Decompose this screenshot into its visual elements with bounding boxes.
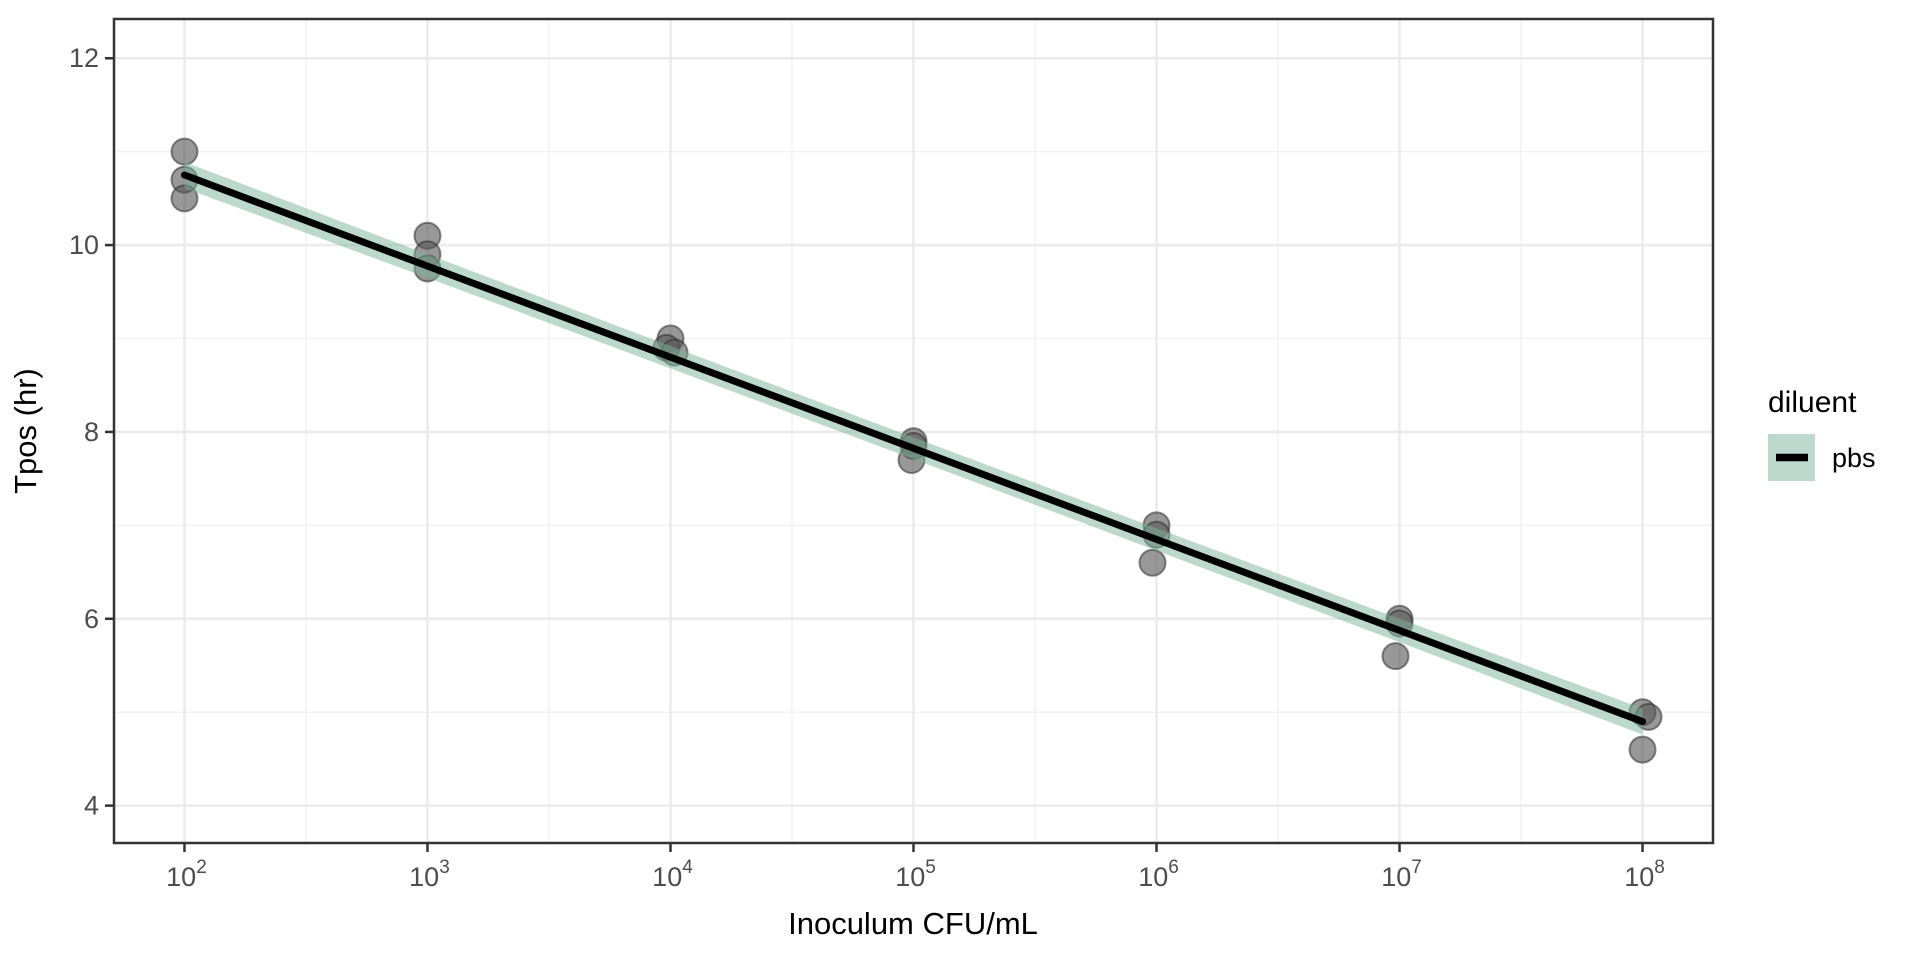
y-axis-title: Tpos (hr) [8,368,43,494]
x-tick-label: 105 [895,857,936,892]
legend-item-label: pbs [1832,443,1876,473]
x-tick-label: 104 [652,857,693,892]
y-tick-label: 4 [84,791,99,821]
x-tick-label: 107 [1381,857,1422,892]
regression-fit-line [180,171,1647,726]
x-tick-label: 102 [166,857,207,892]
y-tick-label: 12 [69,43,99,73]
y-tick-label: 8 [84,417,99,447]
y-axis-ticks: 4 6 8 10 12 [69,43,114,821]
x-tick-label: 108 [1624,857,1665,892]
x-tick-label: 103 [409,857,450,892]
data-point [1381,642,1410,671]
data-point [170,137,199,166]
legend: diluent pbs [1768,386,1876,481]
x-axis-ticks: 102 103 104 105 106 107 108 [166,843,1665,892]
x-axis-title: Inoculum CFU/mL [788,906,1038,941]
legend-title: diluent [1768,386,1857,419]
data-point [1628,735,1657,764]
y-tick-label: 6 [84,604,99,634]
y-tick-label: 10 [69,230,99,260]
data-point [1138,548,1167,577]
x-tick-label: 106 [1138,857,1179,892]
